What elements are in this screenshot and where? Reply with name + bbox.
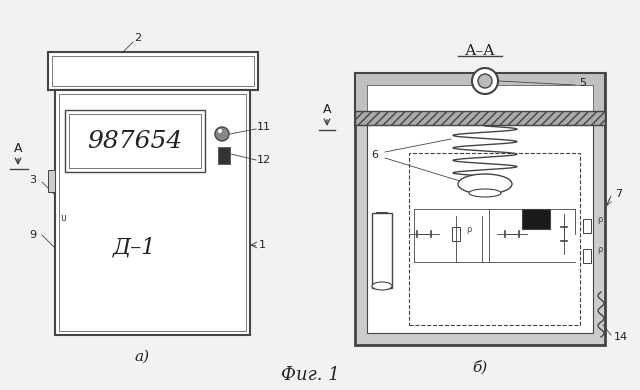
Text: Фиг. 1: Фиг. 1 [280,366,339,384]
Bar [65,110,205,172]
Text: А: А [13,142,22,155]
Text: Д–1: Д–1 [113,236,156,259]
Bar [55,90,250,335]
Text: ρ: ρ [597,216,602,225]
Text: 7: 7 [616,189,623,199]
Ellipse shape [372,282,392,290]
Bar [522,209,550,229]
Bar [59,94,246,331]
Bar [372,213,392,288]
Bar [409,153,580,325]
Bar [355,73,605,125]
Bar [69,114,201,168]
Text: 2: 2 [134,33,141,43]
Text: 3: 3 [29,175,36,185]
Ellipse shape [469,189,501,197]
Bar [452,227,460,241]
Text: ρ: ρ [597,245,602,255]
Bar [583,249,591,263]
Text: 6: 6 [371,150,378,160]
Circle shape [478,74,492,88]
Bar [48,52,258,90]
Text: 1: 1 [259,240,266,250]
Circle shape [472,68,498,94]
Bar [583,219,591,233]
Text: А–А: А–А [465,44,495,58]
Circle shape [215,127,229,141]
Text: 11: 11 [257,122,271,132]
Bar [355,111,605,125]
Bar [367,85,593,333]
Text: 12: 12 [257,155,271,165]
Text: а): а) [135,350,150,364]
Text: 14: 14 [614,332,628,342]
Ellipse shape [458,174,512,194]
Text: б): б) [472,360,488,374]
Text: А: А [323,103,332,116]
Text: 9: 9 [29,230,36,240]
Circle shape [218,129,222,133]
Bar [48,170,55,192]
Text: ρ: ρ [466,225,472,234]
Bar [52,56,254,86]
Bar [367,85,593,113]
Text: 5: 5 [579,78,586,88]
Bar [355,73,605,345]
Text: 987654: 987654 [88,129,182,152]
Bar [218,147,230,164]
Text: ᴜ: ᴜ [60,213,66,223]
